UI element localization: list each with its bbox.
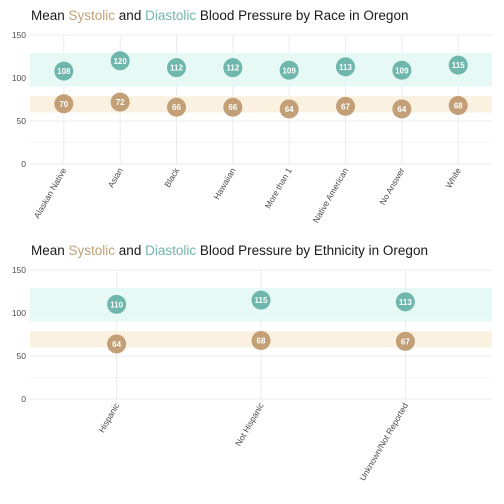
y-tick-label: 150 xyxy=(12,265,26,275)
diastolic-value-label: 64 xyxy=(397,105,406,114)
systolic-reference-band xyxy=(30,53,492,87)
diastolic-value-label: 66 xyxy=(228,103,237,112)
systolic-point xyxy=(223,58,243,78)
x-tick-label: Asian xyxy=(106,166,125,190)
systolic-point xyxy=(110,51,130,71)
diastolic-reference-band xyxy=(30,96,492,113)
diastolic-value-label: 68 xyxy=(257,337,266,346)
diastolic-value-label: 67 xyxy=(341,102,350,111)
x-tick-label: More than 1 xyxy=(263,166,294,211)
systolic-value-label: 109 xyxy=(395,66,409,75)
systolic-point xyxy=(251,290,271,310)
x-tick-label: Native American xyxy=(311,166,351,225)
y-tick-label: 50 xyxy=(17,116,27,126)
title-word: Blood Pressure by Ethnicity in Oregon xyxy=(196,243,428,258)
title-word-systolic: Systolic xyxy=(68,243,116,258)
y-tick-label: 50 xyxy=(17,351,27,361)
systolic-value-label: 108 xyxy=(57,67,71,76)
systolic-point xyxy=(54,61,74,81)
x-tick-label: Hawaiian xyxy=(211,166,237,202)
diastolic-point xyxy=(166,97,186,117)
x-tick-label: Not Hispanic xyxy=(233,400,266,447)
diastolic-point xyxy=(392,99,412,119)
systolic-value-label: 113 xyxy=(339,63,352,72)
systolic-point xyxy=(107,294,127,314)
systolic-value-label: 109 xyxy=(282,66,296,75)
diastolic-value-label: 70 xyxy=(59,100,68,109)
y-tick-label: 150 xyxy=(12,30,26,40)
diastolic-point xyxy=(223,97,243,117)
title-word-diastolic: Diastolic xyxy=(145,8,197,23)
title-word-systolic: Systolic xyxy=(68,8,116,23)
x-tick-label: Alaskan Native xyxy=(32,166,69,220)
y-tick-label: 0 xyxy=(21,394,26,404)
diastolic-value-label: 72 xyxy=(116,98,125,107)
systolic-point xyxy=(336,57,356,77)
diastolic-point xyxy=(110,92,130,112)
diastolic-point xyxy=(395,331,415,351)
systolic-point xyxy=(279,60,299,80)
x-tick-label: No Answer xyxy=(377,166,406,207)
y-tick-label: 100 xyxy=(12,308,26,318)
diastolic-point xyxy=(448,96,468,116)
diastolic-point xyxy=(251,331,271,351)
systolic-point xyxy=(448,55,468,75)
x-tick-label: White xyxy=(443,166,463,190)
diastolic-value-label: 64 xyxy=(285,105,294,114)
title-word: Blood Pressure by Race in Oregon xyxy=(196,8,409,23)
systolic-point xyxy=(166,58,186,78)
y-tick-label: 0 xyxy=(21,159,26,169)
chart-title-race: Mean Systolic and Diastolic Blood Pressu… xyxy=(31,8,408,23)
diastolic-value-label: 68 xyxy=(454,102,463,111)
diastolic-point xyxy=(336,96,356,116)
systolic-value-label: 115 xyxy=(452,61,465,70)
title-word: Mean xyxy=(31,8,69,23)
title-word-diastolic: Diastolic xyxy=(145,243,197,258)
systolic-point xyxy=(395,292,415,312)
diastolic-point xyxy=(107,334,127,354)
x-tick-label: Black xyxy=(162,165,181,189)
title-word: and xyxy=(115,243,146,258)
chart-title-ethnicity: Mean Systolic and Diastolic Blood Pressu… xyxy=(31,243,428,258)
plot-race: 0 50 100 150 108 120 112 112 109 113 109 115 70 72 66 6… xyxy=(12,30,492,225)
diastolic-point xyxy=(279,99,299,119)
systolic-value-label: 120 xyxy=(113,57,127,66)
plot-ethnicity: 0 50 100 150 110 115 113 64 68 67 Hispanic Not Hisp… xyxy=(12,265,492,483)
systolic-point xyxy=(392,60,412,80)
systolic-value-label: 110 xyxy=(110,300,123,309)
title-word: Mean xyxy=(31,243,69,258)
systolic-value-label: 115 xyxy=(255,296,268,305)
x-tick-label: Hispanic xyxy=(96,400,121,434)
diastolic-value-label: 64 xyxy=(112,340,121,349)
diastolic-point xyxy=(54,94,74,114)
systolic-value-label: 113 xyxy=(399,298,412,307)
title-word: and xyxy=(115,8,146,23)
diastolic-value-label: 67 xyxy=(401,337,410,346)
diastolic-value-label: 66 xyxy=(172,103,181,112)
y-tick-label: 100 xyxy=(12,73,26,83)
systolic-value-label: 112 xyxy=(170,64,183,73)
systolic-value-label: 112 xyxy=(226,64,239,73)
x-tick-label: Unknown/Not Reported xyxy=(357,401,410,483)
